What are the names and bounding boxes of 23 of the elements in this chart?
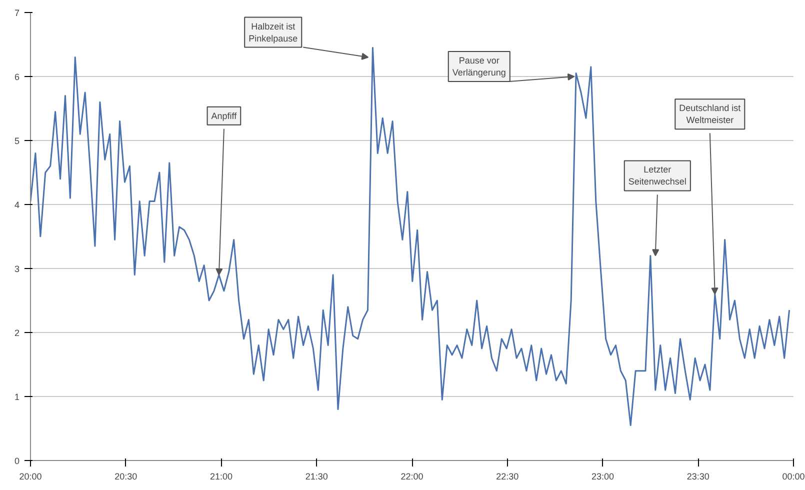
annotation: Anpfiff [211, 110, 238, 121]
y-tick-label: 6 [14, 72, 20, 82]
y-tick-label: 4 [14, 200, 20, 210]
y-tick-label: 1 [14, 392, 20, 402]
y-tick-label: 3 [14, 264, 20, 274]
x-tick-label: 22:30 [496, 472, 519, 482]
x-tick-label: 21:00 [210, 472, 233, 482]
y-tick-label: 5 [14, 136, 20, 146]
annotation: Deutschland ist Weltmeister [679, 103, 742, 126]
line-series [30, 46, 790, 426]
x-tick-label: 21:30 [305, 472, 328, 482]
x-tick-label: 00:00 [782, 472, 805, 482]
annotation: Halbzeit ist Pinkelpause [248, 21, 298, 44]
x-tick-label: 20:30 [114, 472, 138, 482]
y-tick-label: 0 [14, 456, 20, 466]
x-tick-label: 23:30 [686, 472, 710, 482]
annotation: Letzter Seitenwechsel [628, 164, 686, 187]
annotation: Pause vor Verlängerung [452, 56, 506, 78]
x-tick-label: 22:00 [400, 472, 424, 482]
x-tick-label: 23:00 [591, 472, 614, 482]
y-tick-label: 2 [14, 328, 20, 338]
y-tick-label: 7 [14, 8, 20, 18]
x-tick-label: 20:00 [19, 472, 42, 482]
